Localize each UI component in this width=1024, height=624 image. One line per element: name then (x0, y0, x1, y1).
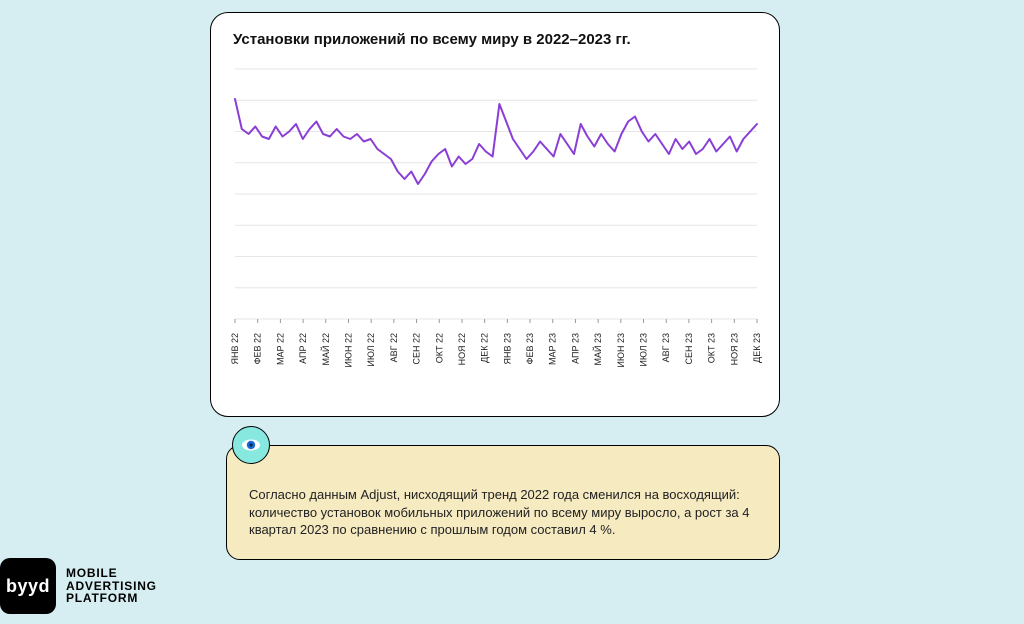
brand-logo-mark: byyd (0, 558, 56, 614)
eye-icon (232, 426, 270, 464)
x-tick-label: МАР 23 (548, 333, 558, 365)
x-tick-label: ИЮН 23 (616, 333, 626, 368)
x-tick-label: СЕН 22 (412, 333, 422, 365)
chart-card: Установки приложений по всему миру в 202… (210, 12, 780, 417)
x-tick-label: ЯНВ 23 (502, 333, 512, 365)
x-tick-label: НОЯ 23 (729, 333, 739, 365)
x-tick-label: ЯНВ 22 (230, 333, 240, 365)
x-tick-label: ДЕК 23 (752, 333, 762, 363)
x-tick-label: ФЕВ 22 (253, 333, 263, 364)
callout-box: Согласно данным Adjust, нисходящий тренд… (226, 445, 780, 560)
x-tick-label: ИЮН 22 (343, 333, 353, 368)
brand-logo: byyd MOBILE ADVERTISING PLATFORM (0, 558, 157, 614)
x-tick-label: СЕН 23 (684, 333, 694, 365)
x-tick-label: ДЕК 22 (480, 333, 490, 363)
x-tick-label: ОКТ 23 (707, 333, 717, 363)
line-chart: ЯНВ 22 ФЕВ 22 МАР 22 АПР 22 МАЙ 22 ИЮН 22 ИЮЛ … (229, 63, 763, 401)
x-tick-label: АВГ 22 (389, 333, 399, 362)
brand-logo-line1: MOBILE (66, 567, 157, 580)
x-tick-label: ФЕВ 23 (525, 333, 535, 364)
x-tick-label: МАЙ 23 (592, 333, 603, 365)
x-tick-label: АВГ 23 (661, 333, 671, 362)
x-tick-label: ИЮЛ 22 (366, 333, 376, 367)
x-tick-label: МАЙ 22 (320, 333, 331, 365)
brand-logo-text: MOBILE ADVERTISING PLATFORM (66, 567, 157, 605)
x-tick-label: НОЯ 22 (457, 333, 467, 365)
x-tick-label: АПР 22 (298, 333, 308, 364)
x-tick-label: АПР 23 (570, 333, 580, 364)
x-tick-label: МАР 22 (275, 333, 285, 365)
chart-title: Установки приложений по всему миру в 202… (233, 31, 631, 48)
callout-text: Согласно данным Adjust, нисходящий тренд… (249, 486, 757, 539)
x-tick-label: ОКТ 22 (434, 333, 444, 363)
x-tick-label: ИЮЛ 23 (639, 333, 649, 367)
brand-logo-line3: PLATFORM (66, 592, 157, 605)
